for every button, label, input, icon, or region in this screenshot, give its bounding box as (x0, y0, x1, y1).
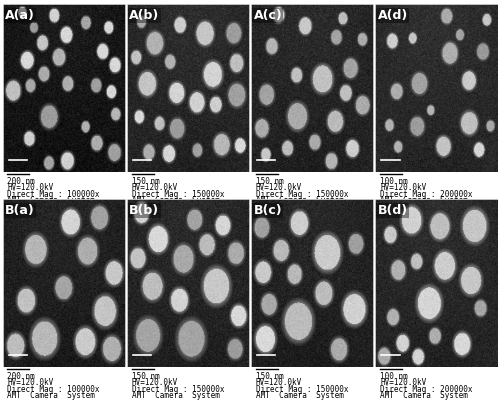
Text: B(c): B(c) (254, 204, 282, 217)
Text: A(d): A(d) (378, 9, 408, 22)
Text: HV=120.0kV: HV=120.0kV (380, 379, 426, 387)
Text: AMT  Camera  System: AMT Camera System (132, 391, 220, 400)
Text: HV=120.0kV: HV=120.0kV (256, 183, 302, 192)
Text: 150 nm: 150 nm (256, 372, 283, 381)
Text: Direct Mag : 100000x: Direct Mag : 100000x (8, 189, 100, 198)
Text: 100 nm: 100 nm (380, 372, 408, 381)
Text: 150 nm: 150 nm (256, 177, 283, 186)
Text: A(a): A(a) (5, 9, 35, 22)
Text: 200 nm: 200 nm (8, 372, 35, 381)
Text: AMT  Camera  System: AMT Camera System (256, 391, 344, 400)
Text: HV=120.0kV: HV=120.0kV (132, 183, 178, 192)
Text: AMT  Camera  System: AMT Camera System (8, 196, 96, 205)
Text: AMT  Camera  System: AMT Camera System (256, 196, 344, 205)
Text: AMT  Camera  System: AMT Camera System (380, 391, 468, 400)
Text: HV=120.0kV: HV=120.0kV (132, 379, 178, 387)
Text: Direct Mag : 150000x: Direct Mag : 150000x (256, 189, 348, 198)
Text: A(c): A(c) (254, 9, 282, 22)
Text: 150 nm: 150 nm (132, 177, 160, 186)
Text: B(d): B(d) (378, 204, 408, 217)
Text: 150 nm: 150 nm (132, 372, 160, 381)
Text: AMT  Camera  System: AMT Camera System (8, 391, 96, 400)
Text: 100 nm: 100 nm (380, 177, 408, 186)
Text: HV=120.0kV: HV=120.0kV (8, 379, 54, 387)
Text: Direct Mag : 150000x: Direct Mag : 150000x (256, 385, 348, 393)
Text: A(b): A(b) (129, 9, 160, 22)
Text: Direct Mag : 200000x: Direct Mag : 200000x (380, 385, 472, 393)
Text: HV=120.0kV: HV=120.0kV (380, 183, 426, 192)
Text: HV=120.0kV: HV=120.0kV (256, 379, 302, 387)
Text: AMT  Camera  System: AMT Camera System (380, 196, 468, 205)
Text: AMT  Camera  System: AMT Camera System (132, 196, 220, 205)
Text: Direct Mag : 150000x: Direct Mag : 150000x (132, 385, 224, 393)
Text: HV=120.0kV: HV=120.0kV (8, 183, 54, 192)
Text: Direct Mag : 100000x: Direct Mag : 100000x (8, 385, 100, 393)
Text: Direct Mag : 200000x: Direct Mag : 200000x (380, 189, 472, 198)
Text: B(b): B(b) (129, 204, 160, 217)
Text: Direct Mag : 150000x: Direct Mag : 150000x (132, 189, 224, 198)
Text: 200 nm: 200 nm (8, 177, 35, 186)
Text: B(a): B(a) (5, 204, 34, 217)
